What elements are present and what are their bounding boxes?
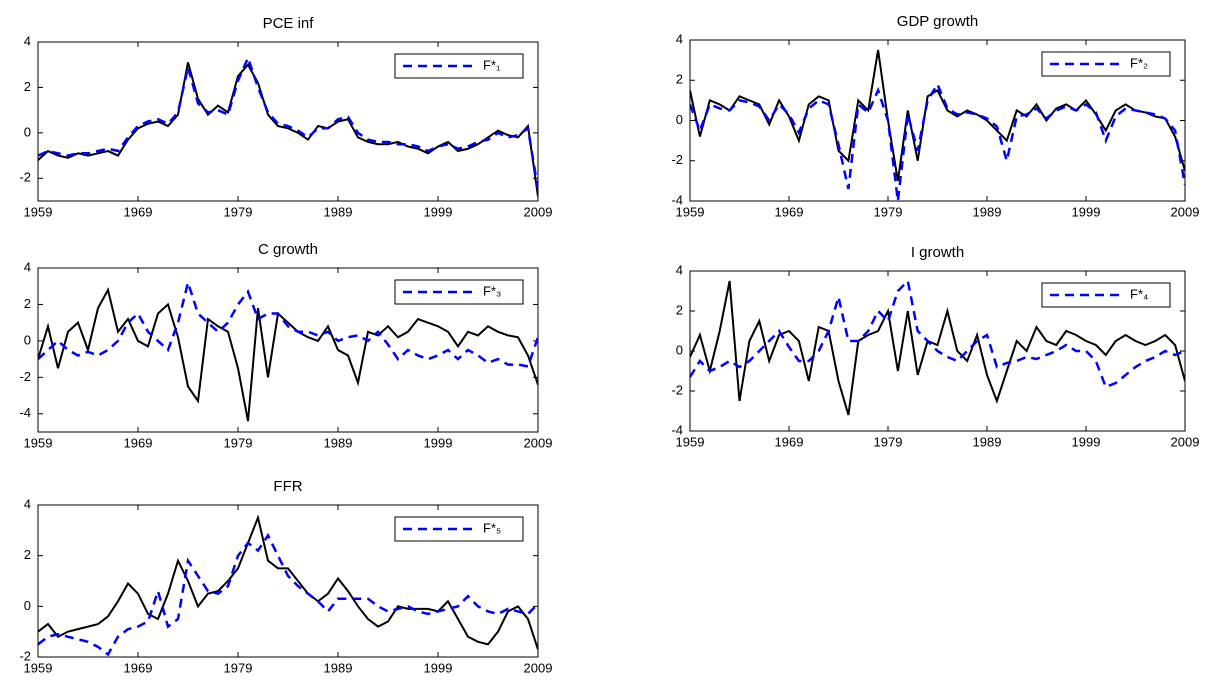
x-tick-label: 1969 [124, 435, 153, 450]
x-tick-label: 1999 [424, 204, 453, 219]
y-tick-label: 4 [24, 496, 31, 511]
y-tick-label: 2 [676, 72, 683, 87]
legend-label: F*₃ [483, 283, 501, 298]
plot-frame [689, 270, 1186, 432]
y-tick-label: 0 [24, 124, 31, 139]
data-line [690, 49, 1185, 182]
data-line [38, 514, 538, 650]
x-tick-label: 2009 [524, 660, 553, 675]
legend-box [394, 53, 524, 79]
y-tick-label: 2 [676, 302, 683, 317]
y-tick-label: 2 [24, 79, 31, 94]
y-tick-label: 2 [24, 296, 31, 311]
factor-line [38, 532, 538, 657]
y-tick-label: 0 [676, 342, 683, 357]
data-line [38, 287, 538, 422]
legend-label: F*₄ [1130, 286, 1148, 301]
x-tick-label: 2009 [524, 435, 553, 450]
data-line [38, 62, 538, 197]
chart-title: I growth [911, 244, 964, 261]
x-tick-label: 1989 [324, 204, 353, 219]
x-tick-label: 1989 [324, 660, 353, 675]
y-tick-label: -4 [19, 405, 31, 420]
x-tick-label: 1989 [973, 434, 1002, 449]
plot-frame [37, 267, 539, 433]
chart-title: FFR [273, 478, 302, 495]
plot-frame [37, 41, 539, 202]
y-tick-label: -4 [671, 192, 683, 207]
x-tick-label: 1999 [424, 435, 453, 450]
x-tick-label: 1979 [224, 204, 253, 219]
x-tick-label: 1969 [124, 660, 153, 675]
legend-box [1041, 282, 1171, 308]
plot-frame [689, 39, 1186, 202]
y-tick-label: -2 [671, 382, 683, 397]
y-tick-label: 4 [24, 33, 31, 48]
x-tick-label: 1959 [24, 435, 53, 450]
legend-box [394, 279, 524, 305]
chart-title: GDP growth [897, 13, 978, 30]
y-tick-label: -2 [671, 152, 683, 167]
factor-line [690, 278, 1185, 389]
legend-box [1041, 51, 1171, 77]
x-tick-label: 2009 [524, 204, 553, 219]
x-tick-label: 1959 [24, 204, 53, 219]
x-tick-label: 1979 [874, 204, 903, 219]
data-line [690, 280, 1185, 416]
x-tick-label: 1999 [424, 660, 453, 675]
x-tick-label: 1979 [874, 434, 903, 449]
x-tick-label: 1989 [973, 204, 1002, 219]
x-tick-label: 1959 [676, 204, 705, 219]
x-tick-label: 1959 [24, 660, 53, 675]
x-tick-label: 1999 [1072, 204, 1101, 219]
x-tick-label: 1969 [124, 204, 153, 219]
y-tick-label: 0 [24, 598, 31, 613]
chart-title: PCE inf [263, 15, 315, 32]
x-tick-label: 1989 [324, 435, 353, 450]
x-tick-label: 1999 [1072, 434, 1101, 449]
y-tick-label: 0 [676, 112, 683, 127]
y-tick-label: 0 [24, 332, 31, 347]
y-tick-label: -4 [671, 422, 683, 437]
y-tick-label: -2 [19, 170, 31, 185]
chart-title: C growth [258, 241, 318, 258]
plot-frame [37, 504, 539, 658]
x-tick-label: 1979 [224, 660, 253, 675]
legend-label: F*₂ [1130, 55, 1148, 70]
factor-line [38, 278, 538, 368]
legend-box [394, 516, 524, 542]
y-tick-label: 2 [24, 547, 31, 562]
y-tick-label: -2 [19, 369, 31, 384]
x-tick-label: 1969 [775, 204, 804, 219]
factor-line [690, 81, 1185, 201]
factor-line [38, 54, 538, 190]
x-tick-label: 2009 [1171, 204, 1200, 219]
y-tick-label: 4 [676, 31, 683, 46]
y-tick-label: 4 [676, 262, 683, 277]
x-tick-label: 2009 [1171, 434, 1200, 449]
y-tick-label: 4 [24, 259, 31, 274]
x-tick-label: 1979 [224, 435, 253, 450]
y-tick-label: -2 [19, 648, 31, 663]
legend-label: F*₁ [483, 57, 501, 72]
legend-label: F*₅ [483, 520, 501, 535]
x-tick-label: 1969 [775, 434, 804, 449]
x-tick-label: 1959 [676, 434, 705, 449]
